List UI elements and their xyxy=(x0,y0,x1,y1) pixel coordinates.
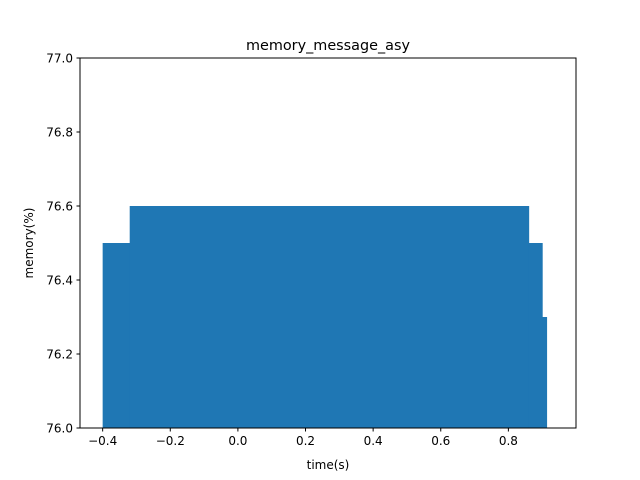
axes-frame xyxy=(79,57,577,429)
y-ticks: 76.0 76.2 76.4 76.6 76.8 77.0 xyxy=(46,52,80,436)
chart-title: memory_message_asy xyxy=(246,38,411,54)
x-tick-label: 0.0 xyxy=(228,434,247,448)
x-tick-label: 0.2 xyxy=(296,434,315,448)
bar xyxy=(528,243,543,428)
x-tick-label: −0.4 xyxy=(88,434,117,448)
bars-group xyxy=(102,206,548,428)
x-ticks: −0.4 −0.2 0.0 0.2 0.4 0.6 0.8 xyxy=(88,428,518,448)
y-tick-label: 76.8 xyxy=(46,126,73,140)
x-tick-label: −0.2 xyxy=(156,434,185,448)
y-axis-label: memory(%) xyxy=(22,208,36,279)
x-tick-label: 0.4 xyxy=(364,434,383,448)
y-tick-label: 76.4 xyxy=(46,274,73,288)
bar xyxy=(542,317,548,428)
x-tick-label: 0.6 xyxy=(431,434,450,448)
y-tick-label: 76.0 xyxy=(46,422,73,436)
x-tick-label: 0.8 xyxy=(499,434,518,448)
y-tick-label: 77.0 xyxy=(46,52,73,66)
bar xyxy=(129,206,530,428)
y-tick-label: 76.2 xyxy=(46,348,73,362)
y-tick-label: 76.6 xyxy=(46,200,73,214)
bar xyxy=(102,243,131,428)
x-axis-label: time(s) xyxy=(307,458,350,472)
